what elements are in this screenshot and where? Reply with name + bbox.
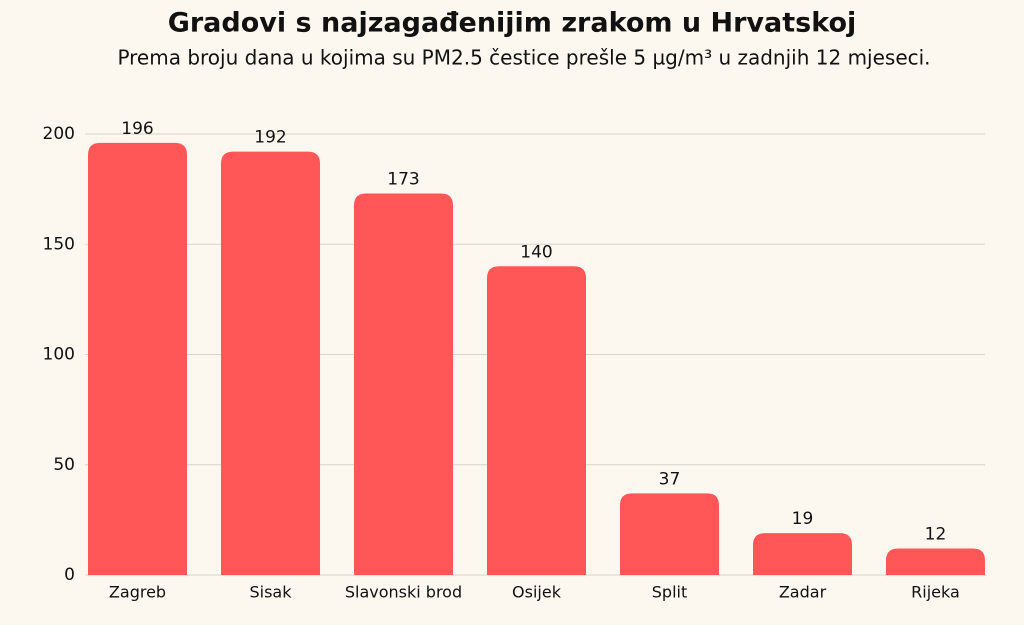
bar — [487, 266, 586, 575]
bar — [221, 151, 320, 575]
x-tick-label: Rijeka — [911, 583, 960, 602]
value-label: 140 — [520, 242, 552, 262]
value-label: 192 — [254, 128, 286, 148]
value-label: 37 — [659, 469, 681, 489]
value-label: 196 — [121, 119, 153, 139]
chart-subtitle: Prema broju dana u kojima su PM2.5 česti… — [117, 46, 930, 70]
x-tick-label: Slavonski brod — [345, 583, 462, 602]
bar — [88, 142, 187, 575]
bar — [886, 548, 985, 575]
bar — [753, 533, 852, 575]
value-label: 12 — [925, 525, 947, 545]
bar — [620, 493, 719, 575]
y-tick-label: 50 — [53, 455, 75, 475]
y-tick-label: 100 — [43, 345, 75, 365]
x-tick-label: Sisak — [249, 583, 292, 602]
y-tick-label: 200 — [43, 124, 75, 144]
x-tick-label: Osijek — [512, 583, 562, 602]
y-tick-label: 0 — [64, 565, 75, 585]
bar — [354, 193, 453, 575]
chart-title: Gradovi s najzagađenijim zrakom u Hrvats… — [168, 8, 857, 39]
value-label: 173 — [387, 170, 419, 190]
x-tick-label: Zadar — [779, 583, 827, 602]
y-tick-label: 150 — [43, 234, 75, 254]
x-tick-label: Zagreb — [109, 583, 166, 602]
value-label: 19 — [792, 509, 814, 529]
x-tick-label: Split — [652, 583, 687, 602]
